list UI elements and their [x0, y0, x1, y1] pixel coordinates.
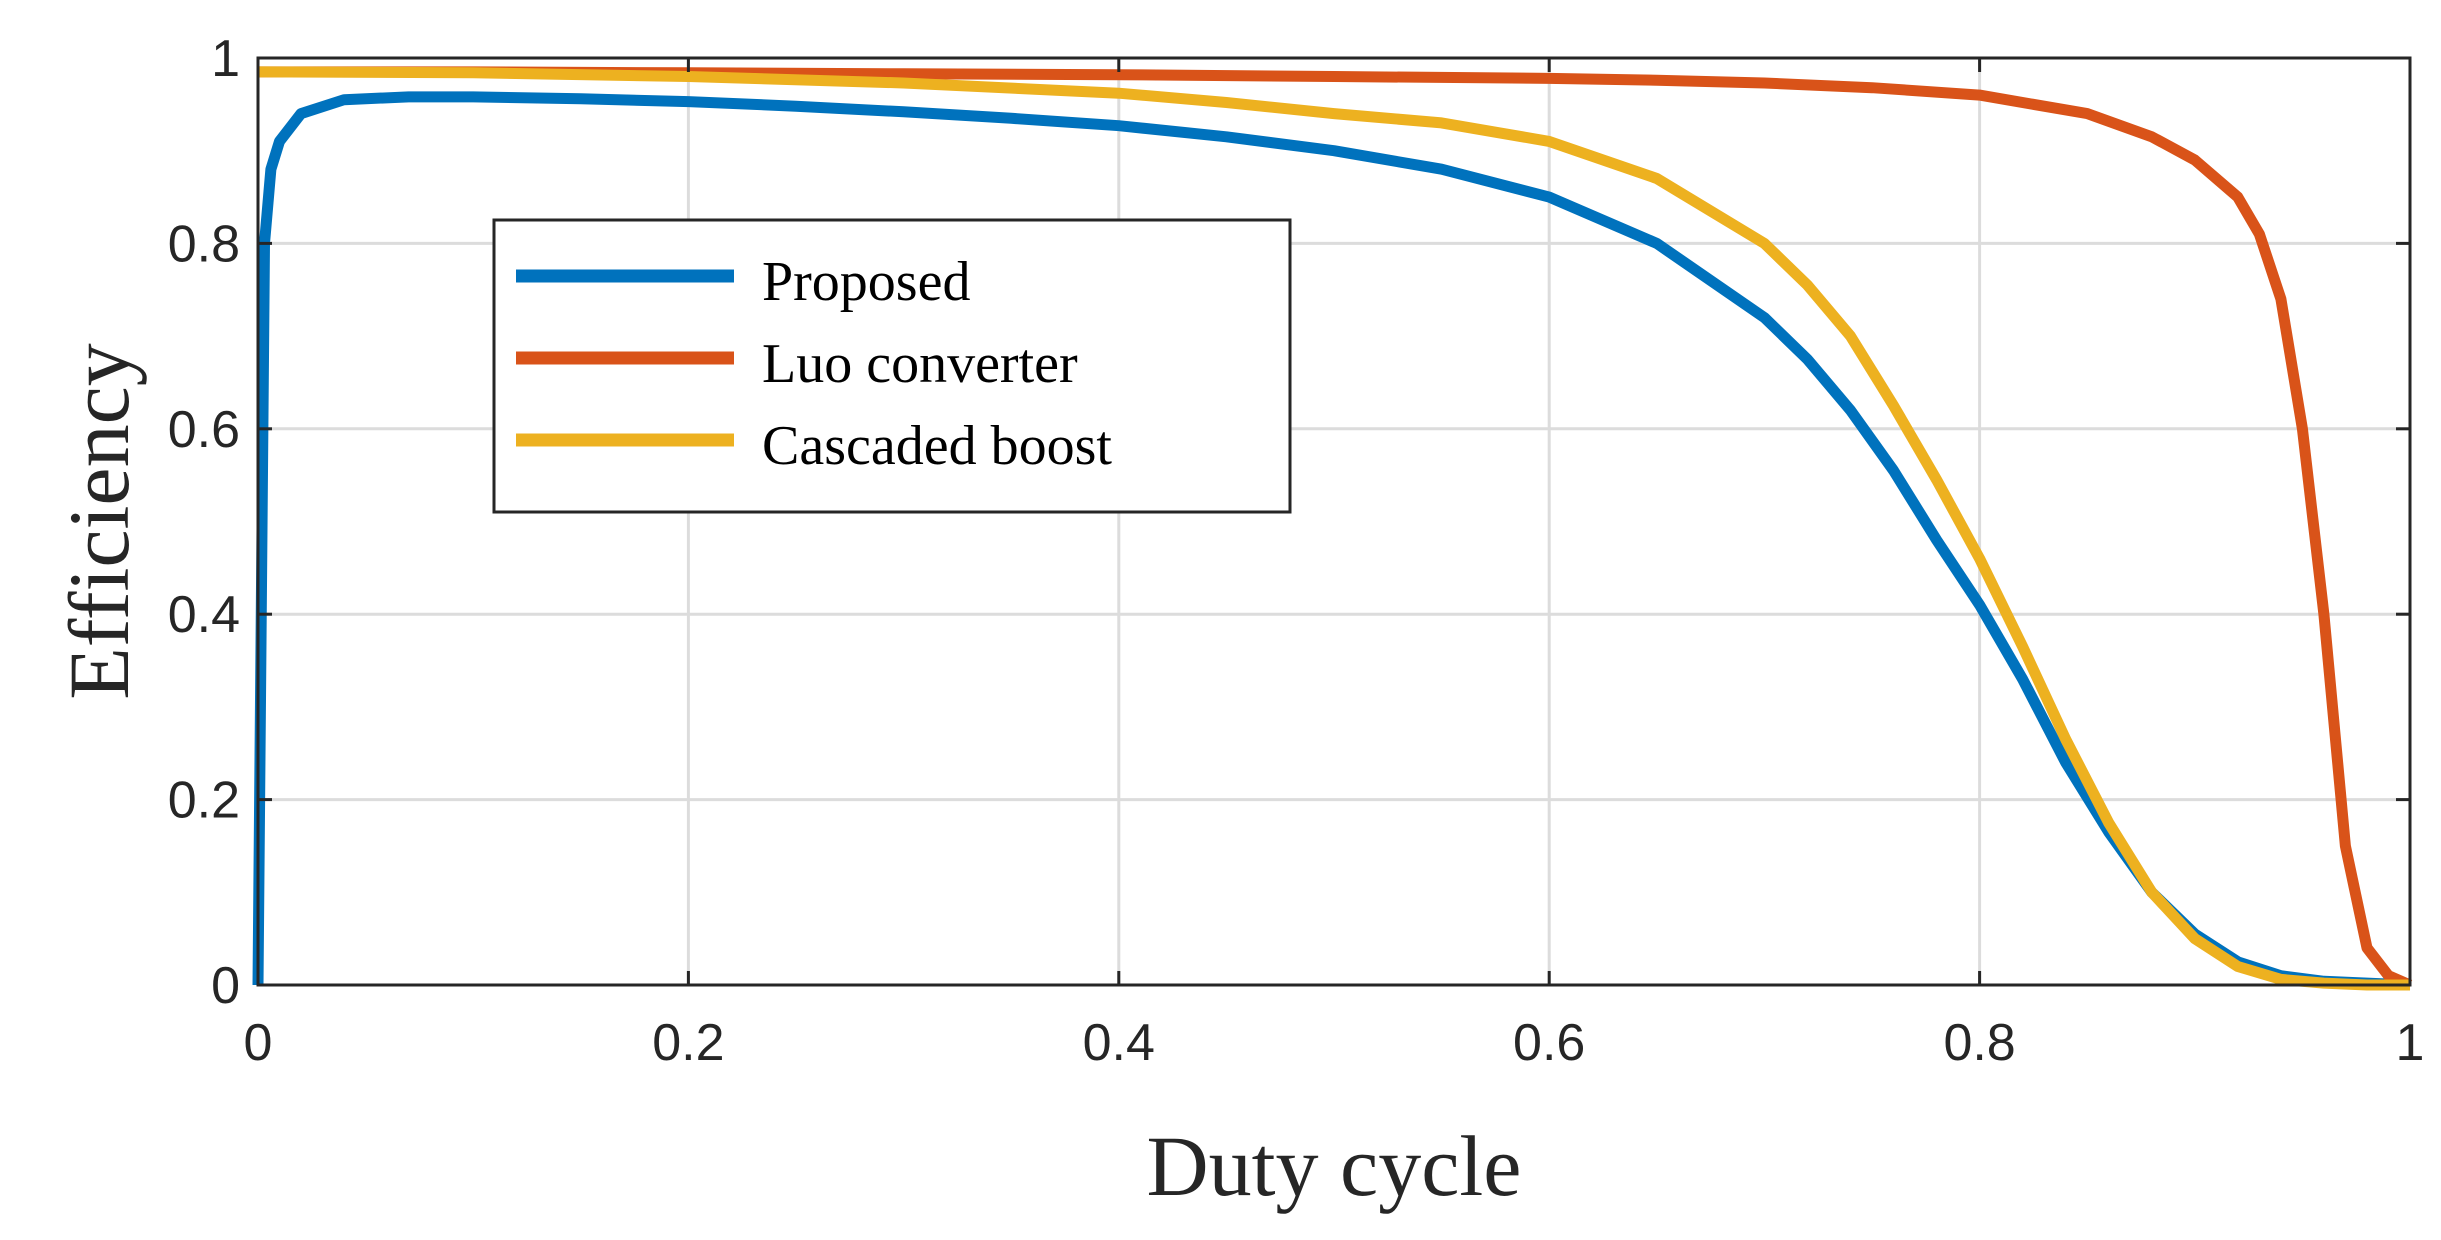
y-tick-label: 0.4	[168, 586, 240, 644]
x-tick-label: 0.4	[1083, 1014, 1155, 1072]
y-tick-label: 0.6	[168, 401, 240, 459]
legend-box	[492, 218, 1292, 514]
x-axis-label: Duty cycle	[1147, 1118, 1522, 1214]
grid	[256, 56, 2412, 987]
x-tick-label: 0.2	[652, 1014, 724, 1072]
y-tick-label: 0.2	[168, 772, 240, 830]
y-tick-label: 0.8	[168, 215, 240, 273]
tick-labels: 0 0.2 0.4 0.6 0.8 1 0 0.2 0.4 0.6 0.8 1	[168, 30, 2425, 1072]
legend: Proposed Luo converter Cascaded boost	[492, 218, 1292, 514]
y-tick-label: 0	[211, 957, 240, 1015]
x-tick-label: 0.6	[1513, 1014, 1585, 1072]
plot-area-frame	[256, 56, 2412, 987]
axis-ticks	[256, 56, 2412, 987]
series-line-cascaded-boost	[257, 66, 2410, 991]
y-tick-label: 1	[211, 30, 240, 88]
x-tick-label: 0.8	[1943, 1014, 2015, 1072]
y-axis-label: Efficiency	[51, 343, 147, 700]
series-lines	[252, 66, 2413, 991]
series-line-luo-converter	[258, 66, 2413, 991]
legend-label-cascaded-boost: Cascaded boost	[762, 415, 1112, 477]
legend-label-proposed: Proposed	[762, 251, 970, 313]
x-tick-label: 0	[244, 1014, 273, 1072]
x-tick-label: 1	[2396, 1014, 2425, 1072]
legend-label-luo-converter: Luo converter	[762, 333, 1078, 395]
